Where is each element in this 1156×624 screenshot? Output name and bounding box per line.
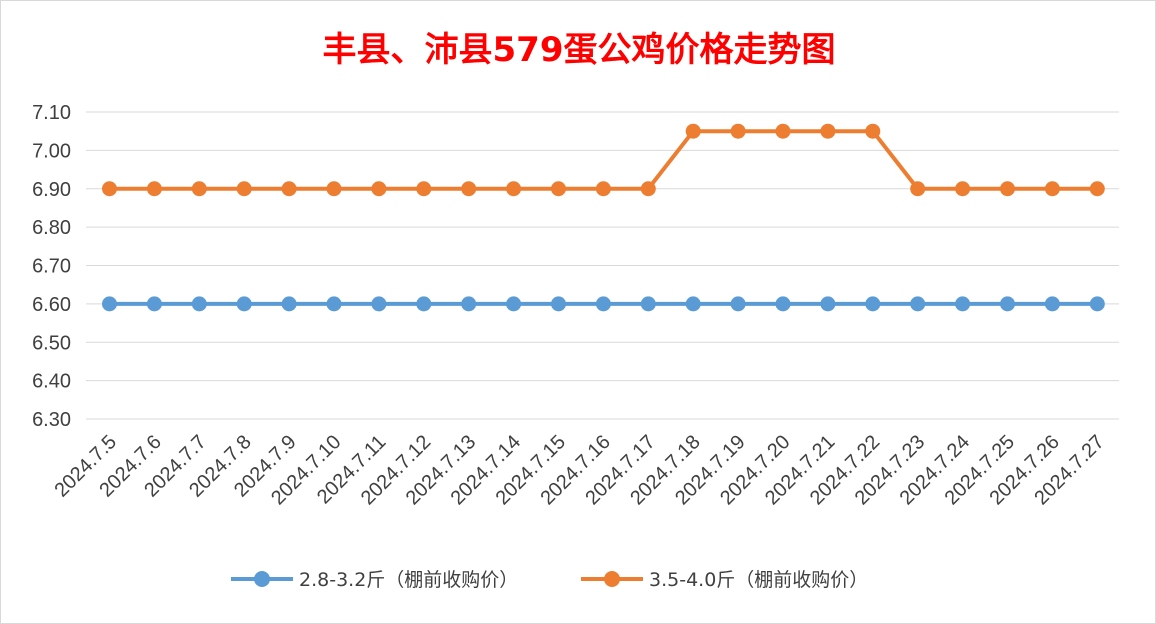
chart-title: 丰县、沛县579蛋公鸡价格走势图	[323, 30, 836, 70]
data-point-series-2	[281, 181, 297, 197]
data-point-series-2	[820, 123, 836, 139]
y-axis-ticks: 7.10 7.00 6.90 6.80 6.70 6.60 6.50 6.40 6.30	[32, 102, 71, 431]
data-point-series-1	[775, 296, 791, 312]
data-point-series-2	[236, 181, 252, 197]
data-point-series-2	[326, 181, 342, 197]
data-point-series-2	[371, 181, 387, 197]
data-point-series-2	[102, 181, 117, 197]
data-point-series-2	[1089, 181, 1105, 197]
data-point-series-1	[461, 296, 477, 312]
legend: 2.8-3.2斤（棚前收购价） 3.5-4.0斤（棚前收购价）	[231, 569, 868, 591]
y-tick-label: 6.30	[32, 409, 71, 431]
series-group	[102, 123, 1105, 312]
legend-marker-series-1	[254, 571, 270, 587]
data-point-series-2	[730, 123, 746, 139]
legend-marker-series-2	[604, 571, 620, 587]
data-point-series-1	[416, 296, 432, 312]
data-point-series-2	[461, 181, 477, 197]
data-point-series-2	[1000, 181, 1015, 197]
y-tick-label: 6.80	[32, 217, 71, 239]
data-point-series-1	[955, 296, 971, 312]
data-point-series-2	[775, 123, 791, 139]
data-point-series-2	[955, 181, 971, 197]
y-tick-label: 7.10	[32, 102, 71, 124]
data-point-series-1	[820, 296, 836, 312]
data-point-series-1	[146, 296, 162, 312]
data-point-series-1	[236, 296, 252, 312]
data-point-series-2	[551, 181, 566, 197]
data-point-series-2	[506, 181, 522, 197]
data-point-series-2	[595, 181, 611, 197]
data-point-series-1	[1089, 296, 1105, 312]
y-tick-label: 6.60	[32, 294, 71, 316]
data-point-series-1	[910, 296, 926, 312]
data-point-series-2	[1044, 181, 1060, 197]
y-tick-label: 6.40	[32, 371, 71, 393]
data-point-series-1	[191, 296, 207, 312]
data-point-series-1	[551, 296, 566, 312]
y-tick-label: 6.70	[32, 256, 71, 278]
data-point-series-1	[1000, 296, 1015, 312]
x-axis-ticks: 2024.7.52024.7.62024.7.72024.7.82024.7.9…	[50, 431, 1108, 509]
data-point-series-2	[191, 181, 207, 197]
y-tick-label: 7.00	[32, 140, 71, 162]
data-point-series-2	[416, 181, 432, 197]
data-point-series-1	[371, 296, 387, 312]
data-point-series-2	[640, 181, 656, 197]
data-point-series-1	[640, 296, 656, 312]
legend-label-series-1: 2.8-3.2斤（棚前收购价）	[299, 569, 518, 591]
gridlines	[86, 111, 1119, 420]
data-point-series-2	[146, 181, 162, 197]
data-point-series-1	[506, 296, 522, 312]
data-point-series-1	[281, 296, 297, 312]
data-point-series-1	[685, 296, 701, 312]
series-line-2	[109, 129, 1098, 191]
data-point-series-1	[1044, 296, 1060, 312]
y-tick-label: 6.50	[32, 332, 71, 354]
data-point-series-1	[102, 296, 117, 312]
y-tick-label: 6.90	[32, 179, 71, 201]
data-point-series-1	[595, 296, 611, 312]
legend-label-series-2: 3.5-4.0斤（棚前收购价）	[649, 569, 868, 591]
data-point-series-1	[326, 296, 342, 312]
data-point-series-2	[685, 123, 701, 139]
data-point-series-1	[865, 296, 881, 312]
data-point-series-1	[730, 296, 746, 312]
data-point-series-2	[910, 181, 926, 197]
data-point-series-2	[865, 123, 881, 139]
